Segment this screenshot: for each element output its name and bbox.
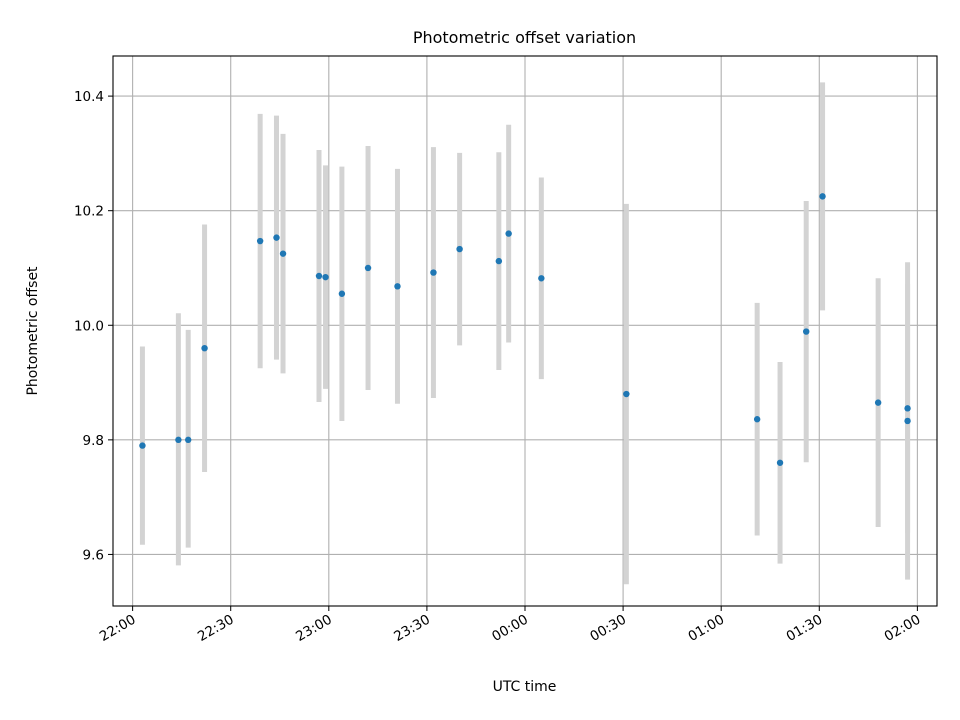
data-point <box>256 237 264 245</box>
data-point <box>874 399 882 406</box>
data-point <box>364 264 372 272</box>
y-axis-label: Photometric offset <box>25 266 41 396</box>
y-tick-label: 10.4 <box>74 89 104 105</box>
y-tick-label: 9.6 <box>83 547 104 563</box>
data-point <box>338 290 346 297</box>
data-point <box>175 436 182 444</box>
data-point <box>904 417 911 425</box>
chart-title: Photometric offset variation <box>413 28 636 47</box>
y-tick-label: 10.0 <box>74 318 104 334</box>
grid-lines <box>113 56 937 606</box>
y-tick-label: 10.2 <box>74 204 104 220</box>
y-tick-label: 9.8 <box>83 433 104 449</box>
data-point <box>139 442 146 449</box>
data-point <box>753 416 761 423</box>
data-point <box>322 273 329 281</box>
data-point <box>315 272 323 280</box>
data-point <box>273 234 280 241</box>
data-point <box>456 245 463 253</box>
y-axis-ticks: 9.6 9.8 10.0 10.2 10.4 <box>74 89 113 563</box>
data-point <box>185 436 192 444</box>
data-point <box>538 275 545 282</box>
data-point <box>776 459 784 466</box>
data-point <box>819 193 826 200</box>
x-axis-label: UTC time <box>493 679 557 695</box>
data-point <box>394 283 401 290</box>
data-point <box>904 405 911 412</box>
data-point <box>201 344 208 352</box>
data-point <box>495 257 503 265</box>
data-points <box>139 193 911 466</box>
data-point <box>430 269 437 276</box>
data-point <box>803 328 810 335</box>
data-point <box>279 250 287 257</box>
data-point <box>623 390 630 398</box>
data-point <box>505 230 512 237</box>
